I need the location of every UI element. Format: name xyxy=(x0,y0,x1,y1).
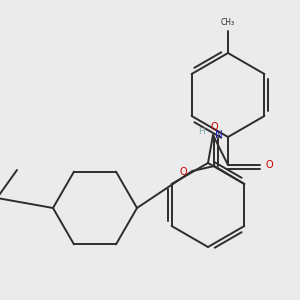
Text: CH₃: CH₃ xyxy=(221,18,235,27)
Text: O: O xyxy=(180,167,188,177)
Text: N: N xyxy=(215,130,223,140)
Text: O: O xyxy=(265,160,273,170)
Text: O: O xyxy=(211,122,218,132)
Text: H: H xyxy=(198,128,205,136)
